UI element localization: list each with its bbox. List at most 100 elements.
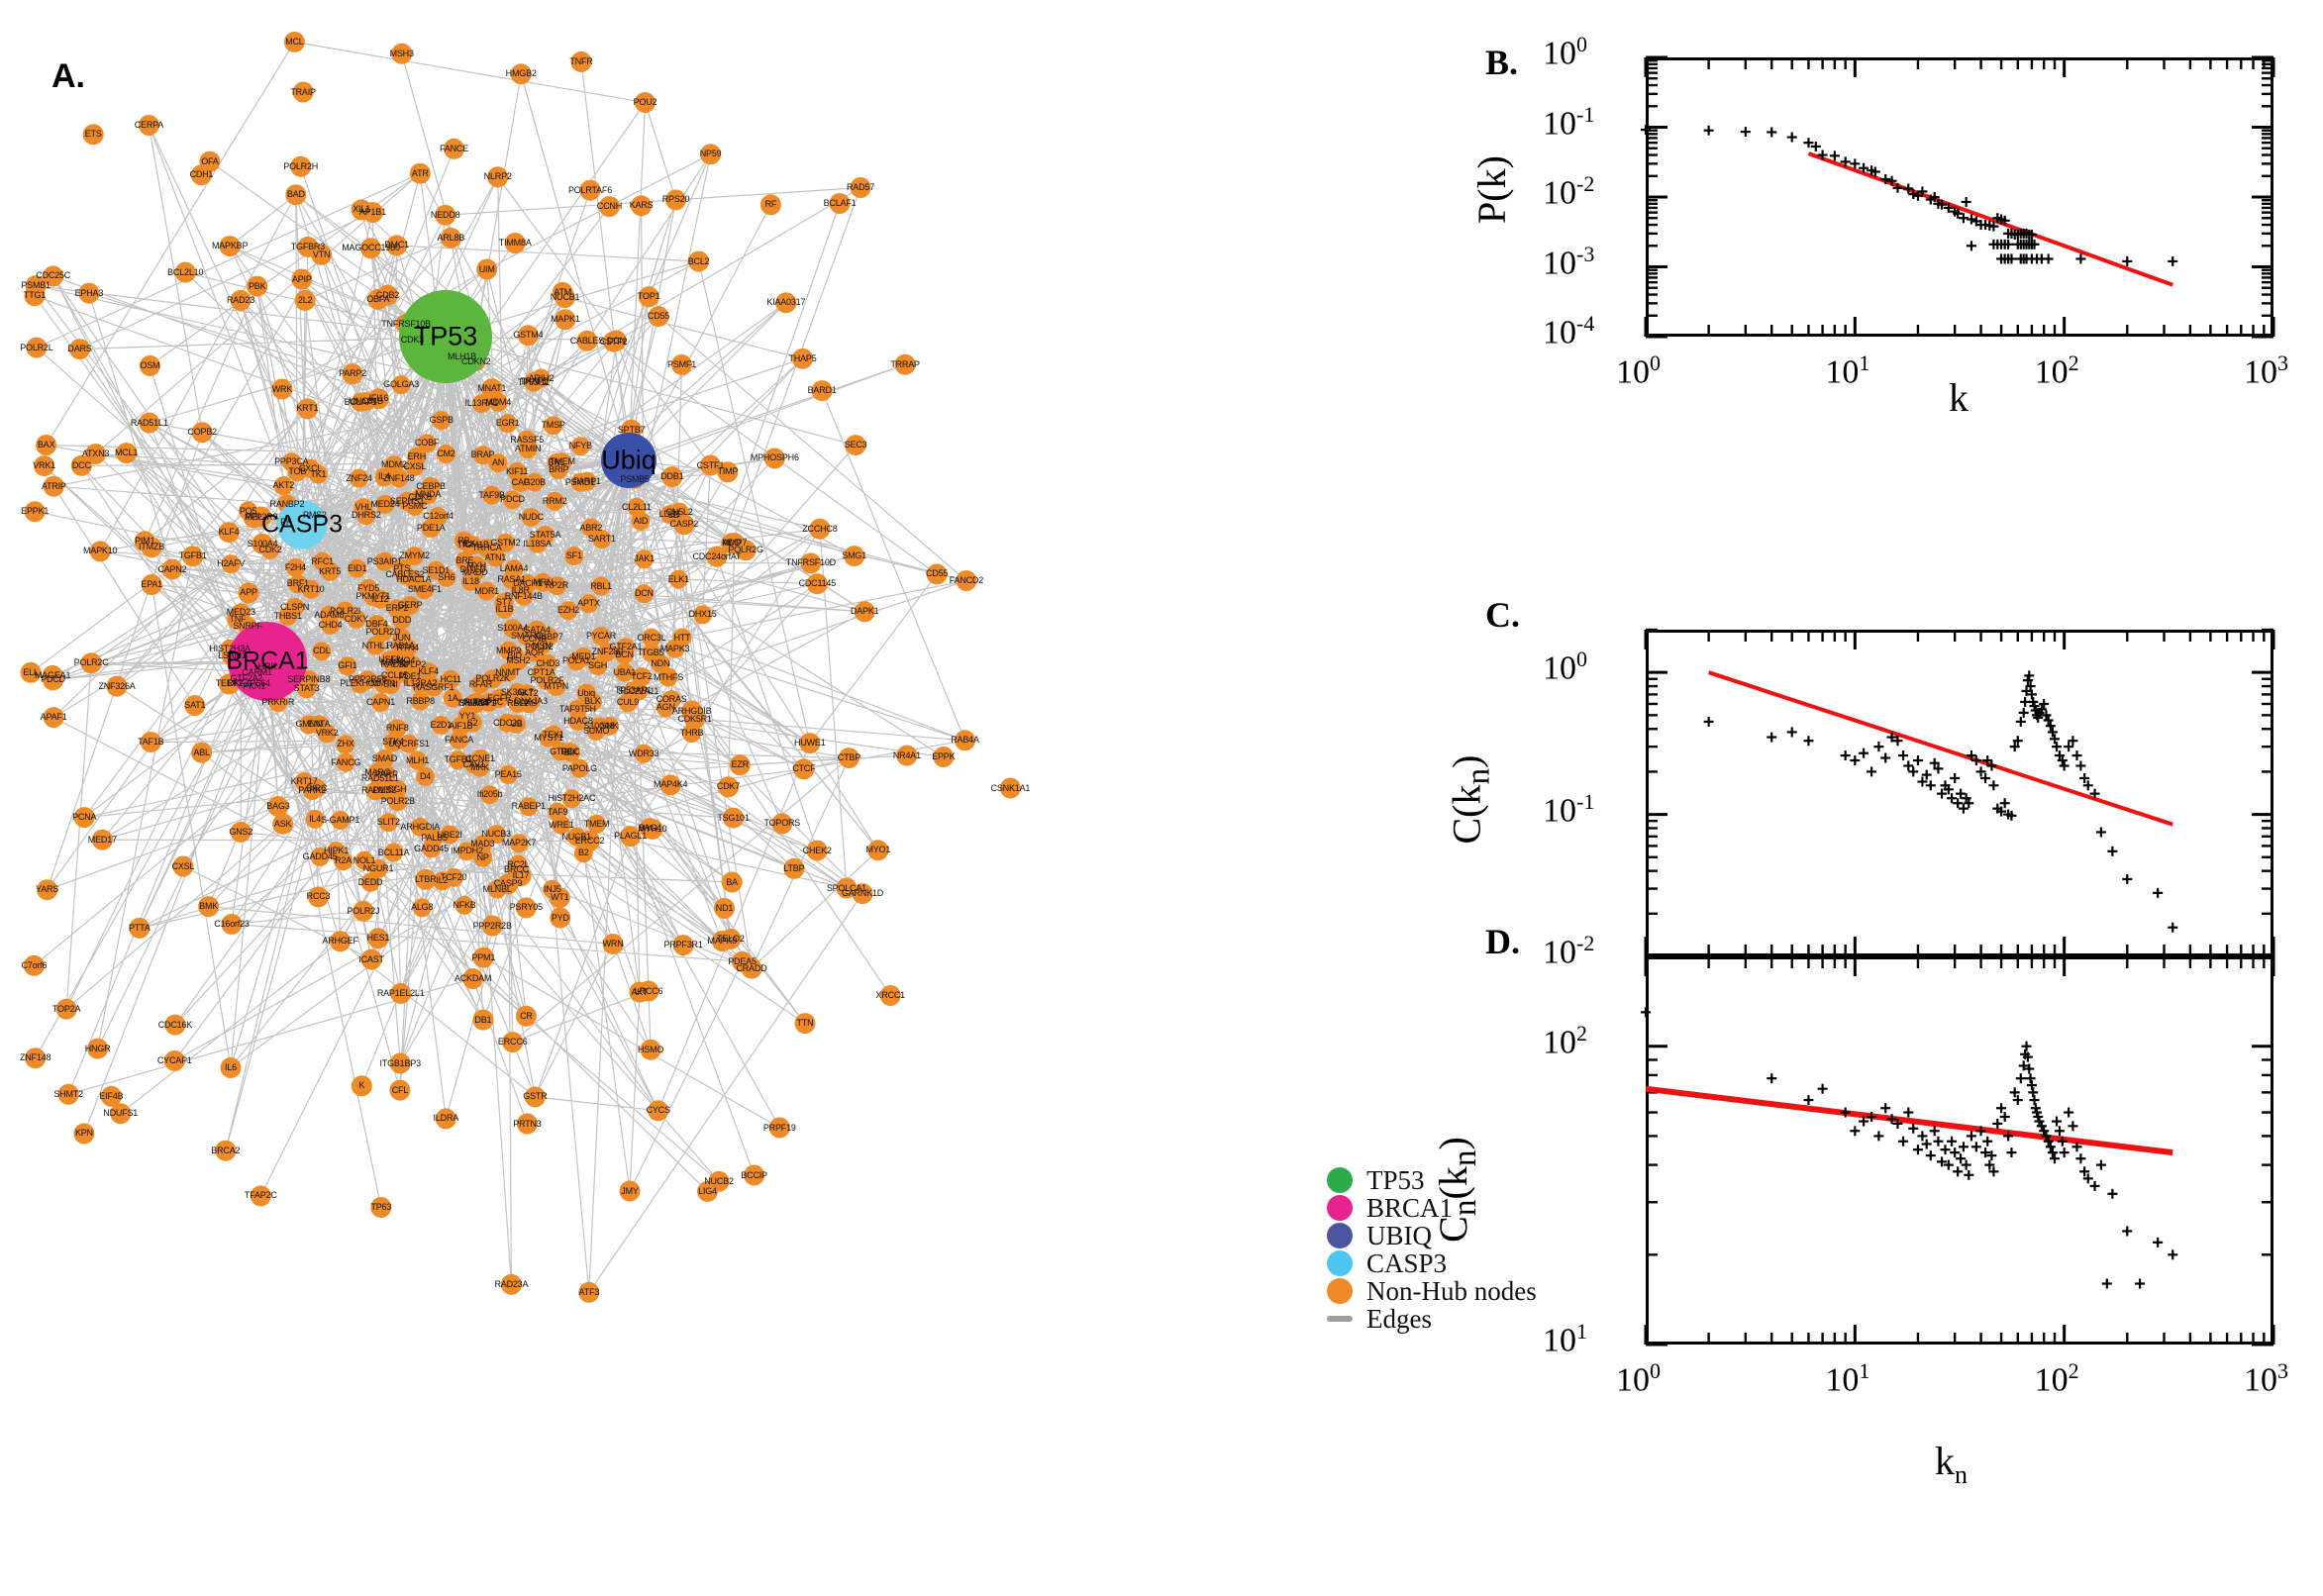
network-node[interactable] — [417, 434, 437, 453]
network-node[interactable] — [85, 444, 106, 464]
network-node[interactable] — [783, 857, 805, 879]
network-node[interactable] — [454, 531, 473, 550]
network-node[interactable] — [729, 754, 751, 776]
network-node[interactable] — [43, 707, 64, 729]
network-node[interactable] — [305, 809, 325, 829]
network-node[interactable] — [582, 692, 602, 712]
network-node[interactable] — [43, 265, 64, 287]
network-node[interactable] — [429, 507, 448, 527]
network-node[interactable] — [405, 547, 425, 566]
network-node[interactable] — [635, 92, 656, 113]
network-node[interactable] — [287, 462, 307, 482]
network-node[interactable] — [577, 471, 597, 491]
network-node[interactable] — [521, 508, 541, 527]
network-node[interactable] — [370, 1197, 392, 1218]
network-node[interactable] — [405, 497, 425, 516]
network-node[interactable] — [296, 398, 318, 420]
network-node[interactable] — [573, 844, 593, 863]
network-node[interactable] — [462, 713, 482, 733]
network-node[interactable] — [665, 189, 686, 211]
network-node[interactable] — [415, 868, 437, 890]
network-node[interactable] — [73, 1123, 95, 1145]
network-node[interactable] — [172, 855, 194, 877]
network-node[interactable] — [573, 648, 593, 666]
network-node[interactable] — [141, 574, 162, 595]
network-node[interactable] — [634, 584, 654, 604]
network-node[interactable] — [473, 446, 492, 465]
network-node[interactable] — [775, 292, 797, 314]
network-node[interactable] — [744, 1164, 765, 1186]
network-node[interactable] — [838, 748, 859, 769]
network-node[interactable] — [421, 476, 441, 496]
network-node[interactable] — [436, 445, 455, 463]
network-node[interactable] — [174, 261, 196, 283]
network-node[interactable] — [504, 233, 526, 253]
network-node[interactable] — [26, 337, 48, 358]
network-node[interactable] — [699, 454, 721, 476]
network-node[interactable] — [444, 138, 464, 159]
network-node[interactable] — [73, 807, 95, 829]
network-node[interactable] — [500, 1273, 522, 1295]
network-node[interactable] — [163, 1049, 185, 1071]
network-node[interactable] — [294, 772, 314, 791]
network-node[interactable] — [587, 814, 606, 834]
network-node[interactable] — [338, 656, 357, 676]
network-node[interactable] — [389, 1079, 411, 1101]
network-node[interactable] — [793, 758, 815, 780]
network-node[interactable] — [578, 1281, 600, 1303]
network-node[interactable] — [485, 548, 505, 567]
network-node[interactable] — [552, 815, 571, 835]
network-node[interactable] — [639, 818, 660, 840]
network-node[interactable] — [161, 558, 183, 580]
network-node[interactable] — [836, 877, 858, 899]
network-node[interactable] — [350, 468, 368, 488]
network-node[interactable] — [714, 897, 735, 919]
network-node[interactable] — [711, 931, 733, 951]
network-node[interactable] — [926, 563, 948, 585]
network-node[interactable] — [852, 883, 873, 905]
network-node[interactable] — [440, 825, 459, 845]
network-node[interactable] — [602, 934, 624, 954]
network-node[interactable] — [431, 715, 451, 735]
network-node[interactable] — [80, 652, 102, 674]
network-node[interactable] — [182, 546, 204, 567]
network-node[interactable] — [412, 898, 432, 918]
network-node[interactable] — [532, 636, 552, 655]
network-node[interactable] — [408, 750, 428, 770]
network-node[interactable] — [336, 752, 355, 772]
network-node[interactable] — [301, 579, 321, 599]
network-node[interactable] — [516, 1113, 538, 1135]
network-node[interactable] — [374, 749, 394, 768]
network-node[interactable] — [251, 506, 272, 528]
network-node[interactable] — [487, 166, 509, 188]
network-node[interactable] — [693, 605, 713, 625]
network-node[interactable] — [87, 1038, 109, 1059]
network-node[interactable] — [356, 392, 376, 411]
network-node[interactable] — [342, 363, 363, 385]
network-node[interactable] — [732, 950, 753, 972]
network-node[interactable] — [220, 1057, 242, 1078]
network-node[interactable] — [449, 750, 467, 770]
network-node[interactable] — [456, 842, 476, 861]
network-node[interactable] — [285, 557, 305, 577]
network-node[interactable] — [800, 552, 822, 574]
network-node[interactable] — [591, 576, 611, 596]
network-node[interactable] — [191, 422, 213, 444]
network-node[interactable] — [25, 275, 47, 297]
network-node[interactable] — [385, 655, 404, 675]
network-node[interactable] — [642, 628, 661, 648]
network-node[interactable] — [368, 858, 388, 878]
network-node[interactable] — [600, 716, 620, 736]
network-node[interactable] — [634, 744, 654, 763]
network-node[interactable] — [615, 645, 635, 664]
network-node[interactable] — [539, 728, 558, 748]
network-node[interactable] — [278, 606, 298, 626]
network-node[interactable] — [564, 547, 584, 566]
network-node[interactable] — [267, 796, 289, 817]
network-node[interactable] — [410, 674, 430, 694]
network-node[interactable] — [550, 907, 571, 929]
network-node[interactable] — [356, 506, 376, 526]
network-node[interactable] — [896, 745, 918, 766]
network-node[interactable] — [811, 380, 833, 402]
network-node[interactable] — [116, 443, 138, 464]
